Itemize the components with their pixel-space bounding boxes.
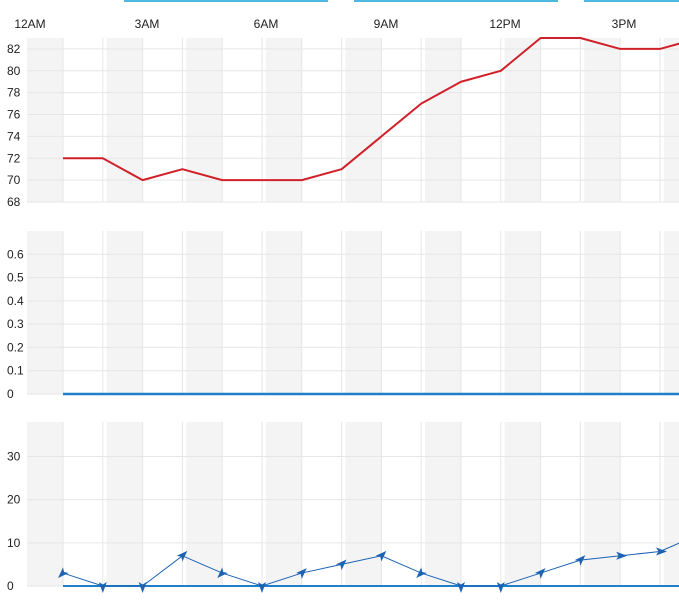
top-tab-indicator-3[interactable]: [584, 0, 679, 2]
arrow-marker-icon: [296, 568, 307, 579]
y-tick-label: 0.1: [7, 364, 24, 378]
arrow-marker-shape: [574, 555, 586, 566]
arrow-marker-icon: [616, 551, 628, 560]
background-band: [504, 422, 541, 586]
y-tick-label: 0.2: [7, 340, 24, 354]
y-tick-label: 72: [7, 151, 21, 165]
arrow-marker-shape: [616, 551, 628, 560]
background-band: [345, 231, 382, 394]
arrow-marker-icon: [335, 559, 347, 571]
y-tick-label: 0.6: [7, 247, 24, 261]
background-band: [504, 231, 541, 394]
arrow-marker-shape: [138, 582, 147, 593]
arrow-marker-shape: [534, 568, 546, 579]
y-tick-label: 0.3: [7, 317, 24, 331]
arrow-marker-shape: [375, 550, 387, 562]
x-tick-label: 3PM: [612, 17, 637, 31]
background-band: [265, 422, 302, 586]
x-tick-label: 3AM: [135, 17, 160, 31]
background-band: [27, 422, 63, 586]
background-band: [186, 231, 223, 394]
arrow-marker-shape: [416, 567, 427, 579]
arrow-marker-shape: [656, 547, 667, 556]
arrow-marker-icon: [457, 582, 465, 593]
background-band: [425, 231, 461, 394]
y-tick-label: 70: [7, 173, 21, 187]
top-tab-indicator-1[interactable]: [124, 0, 328, 2]
arrow-marker-icon: [656, 547, 667, 556]
arrow-marker-icon: [496, 582, 505, 593]
arrow-marker-shape: [98, 582, 107, 593]
arrow-marker-shape: [496, 582, 505, 593]
background-band: [186, 422, 223, 586]
background-band: [584, 422, 621, 586]
temperature-line: [63, 37, 679, 182]
background-band: [584, 231, 621, 394]
background-band: [27, 231, 63, 394]
y-tick-label: 0: [7, 387, 14, 401]
arrow-marker-shape: [258, 582, 266, 593]
background-band: [345, 38, 382, 202]
background-band: [186, 38, 223, 202]
x-tick-label: 6AM: [254, 17, 279, 31]
arrow-marker-shape: [58, 567, 69, 579]
y-tick-label: 10: [7, 536, 21, 550]
top-tab-indicator-2[interactable]: [354, 0, 558, 2]
x-tick-label: 12AM: [14, 17, 45, 31]
y-tick-label: 0: [7, 579, 14, 593]
x-tick-label: 12PM: [489, 17, 520, 31]
y-tick-label: 74: [7, 129, 21, 143]
arrow-marker-shape: [335, 559, 347, 571]
background-band: [106, 38, 143, 202]
y-tick-label: 0.4: [7, 294, 24, 308]
arrow-marker-icon: [375, 550, 387, 562]
y-tick-label: 0.5: [7, 271, 24, 285]
arrow-marker-shape: [457, 582, 465, 593]
y-tick-label: 78: [7, 86, 21, 100]
precipitation-panel: 0 0.1 0.2 0.3 0.4 0.5 0.6: [7, 231, 679, 401]
arrow-marker-icon: [416, 567, 427, 579]
arrow-marker-icon: [138, 582, 147, 593]
temperature-panel: 68 70 72 74 76 78 80 82: [7, 37, 679, 209]
background-band: [663, 231, 679, 394]
background-band: [425, 38, 461, 202]
y-tick-label: 68: [7, 195, 21, 209]
background-band: [663, 422, 679, 586]
arrow-marker-icon: [98, 582, 107, 593]
arrow-marker-icon: [534, 568, 546, 579]
background-band: [663, 38, 679, 202]
wind-speed-line: [62, 542, 679, 587]
arrow-marker-icon: [217, 567, 228, 579]
background-band: [27, 38, 63, 202]
y-tick-label: 80: [7, 64, 21, 78]
y-tick-label: 30: [7, 450, 21, 464]
arrow-marker-shape: [296, 568, 307, 579]
background-band: [425, 422, 461, 586]
y-tick-label: 76: [7, 108, 21, 122]
background-band: [265, 38, 302, 202]
arrow-marker-icon: [258, 582, 266, 593]
background-band: [345, 422, 382, 586]
x-axis: 12AM 3AM 6AM 9AM 12PM 3PM: [14, 17, 636, 31]
background-band: [265, 231, 302, 394]
arrow-marker-icon: [176, 550, 188, 562]
arrow-marker-shape: [176, 550, 188, 562]
background-band: [106, 231, 143, 394]
y-tick-label: 82: [7, 42, 21, 56]
wind-panel: 0 10 20 30: [7, 422, 679, 593]
arrow-marker-icon: [58, 567, 69, 579]
background-band: [584, 38, 621, 202]
arrow-marker-shape: [217, 567, 228, 579]
y-tick-label: 20: [7, 493, 21, 507]
background-band: [106, 422, 143, 586]
x-tick-label: 9AM: [374, 17, 399, 31]
arrow-marker-icon: [574, 555, 586, 566]
background-band: [504, 38, 541, 202]
